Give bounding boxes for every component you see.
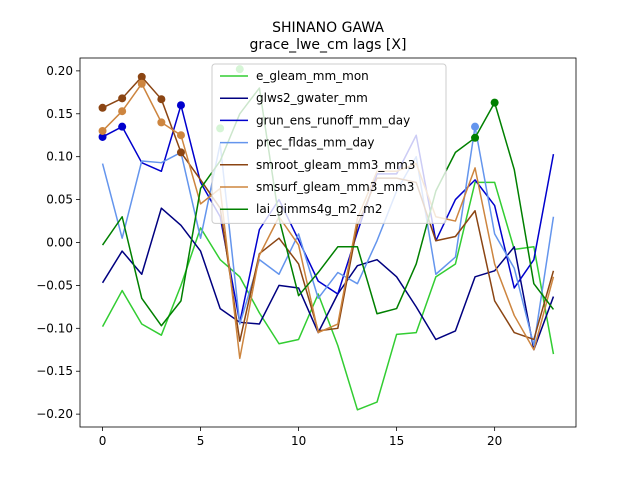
series-marker-grun_ens_runoff_mm_day [176, 101, 185, 110]
x-tick-label: 15 [389, 434, 404, 448]
series-marker-prec_fldas_mm_day [471, 122, 480, 131]
y-tick-label: −0.20 [36, 407, 73, 421]
series-marker-smroot_gleam_mm3_mm3 [176, 148, 185, 157]
series-marker-smsurf_gleam_mm3_mm3 [118, 107, 127, 116]
series-marker-smroot_gleam_mm3_mm3 [157, 95, 166, 104]
y-tick-label: −0.05 [36, 278, 73, 292]
y-tick-label: 0.20 [46, 64, 73, 78]
series-layer [98, 65, 555, 411]
series-marker-smsurf_gleam_mm3_mm3 [176, 131, 185, 140]
series-marker-grun_ens_runoff_mm_day [118, 122, 127, 131]
y-tick-label: −0.10 [36, 321, 73, 335]
series-line-smroot_gleam_mm3_mm3 [102, 76, 555, 342]
y-tick-label: −0.15 [36, 364, 73, 378]
axes-layer: 0 5 10 15 20 −0.20 −0.15 −0.10 −0.05 0.00 0.05 0.10… [36, 57, 577, 448]
legend-label-grun_ens_runoff_mm_day: grun_ens_runoff_mm_day [256, 113, 410, 127]
x-tick-label: 5 [197, 434, 205, 448]
chart-subtitle: grace_lwe_cm lags [X] [250, 37, 407, 53]
series-marker-lai_gimms4g_m2_m2 [471, 133, 480, 142]
series-line-glws2_gwater_mm [101, 207, 555, 351]
legend-label-e_gleam_mm_mon: e_gleam_mm_mon [256, 69, 369, 83]
x-tick-label: 0 [99, 434, 107, 448]
chart-title: SHINANO GAWA [272, 20, 384, 36]
y-tick-label: 0.15 [46, 107, 73, 121]
series-marker-smroot_gleam_mm3_mm3 [137, 72, 146, 81]
legend-label-glws2_gwater_mm: glws2_gwater_mm [256, 91, 368, 105]
series-marker-smsurf_gleam_mm3_mm3 [98, 126, 107, 135]
y-tick-label: 0.05 [46, 193, 73, 207]
legend-label-lai_gimms4g_m2_m2: lai_gimms4g_m2_m2 [256, 202, 383, 216]
x-tick-label: 20 [487, 434, 502, 448]
legend-label-prec_fldas_mm_day: prec_fldas_mm_day [256, 136, 375, 150]
series-marker-smroot_gleam_mm3_mm3 [98, 103, 107, 112]
series-marker-smroot_gleam_mm3_mm3 [118, 94, 127, 103]
series-marker-smsurf_gleam_mm3_mm3 [137, 79, 146, 88]
series-marker-lai_gimms4g_m2_m2 [490, 98, 499, 107]
y-tick-label: 0.00 [46, 236, 73, 250]
legend-box [211, 63, 447, 224]
y-tick-label: 0.10 [46, 150, 73, 164]
series-line-lai_gimms4g_m2_m2 [101, 87, 555, 327]
legend: e_gleam_mm_mon glws2_gwater_mm grun_ens_ru… [211, 63, 447, 224]
series-marker-grun_ens_runoff_mm_day [98, 132, 107, 141]
series-marker-smsurf_gleam_mm3_mm3 [157, 118, 166, 127]
legend-label-smsurf_gleam_mm3_mm3: smsurf_gleam_mm3_mm3 [256, 180, 414, 194]
legend-label-smroot_gleam_mm3_mm3: smroot_gleam_mm3_mm3 [256, 158, 415, 172]
x-tick-label: 10 [291, 434, 306, 448]
